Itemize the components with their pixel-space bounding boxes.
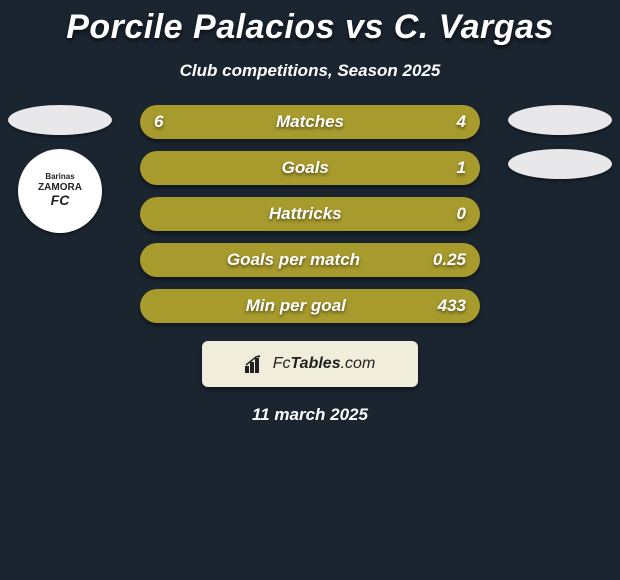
right-player-column — [508, 105, 612, 179]
brand-attribution[interactable]: Fc Tables .com — [202, 341, 418, 387]
stat-row: Hattricks 0 — [140, 197, 480, 231]
badge-text-line: FC — [38, 193, 82, 208]
stat-label: Hattricks — [269, 204, 342, 224]
right-player-avatar-ellipse — [508, 105, 612, 135]
stat-row: Goals 1 — [140, 151, 480, 185]
stat-label: Min per goal — [246, 296, 346, 316]
left-player-avatar-ellipse — [8, 105, 112, 135]
brand-suffix: .com — [341, 355, 376, 373]
brand-mid: Tables — [291, 355, 341, 373]
bar-chart-icon — [245, 355, 267, 373]
badge-text-line: Barinas — [38, 173, 82, 182]
stat-right-value: 1 — [457, 158, 466, 178]
subtitle: Club competitions, Season 2025 — [0, 61, 620, 81]
stat-row: 6 Matches 4 — [140, 105, 480, 139]
brand-prefix: Fc — [273, 355, 291, 373]
stat-label: Goals — [282, 158, 329, 178]
brand-text: Fc Tables .com — [273, 355, 376, 373]
content-area: Barinas ZAMORA FC 6 Matches 4 Goals 1 — [0, 105, 620, 425]
left-player-column: Barinas ZAMORA FC — [8, 105, 112, 233]
left-team-badge: Barinas ZAMORA FC — [18, 149, 102, 233]
stat-left-value: 6 — [154, 112, 163, 132]
stat-right-value: 0 — [457, 204, 466, 224]
stat-right-value: 4 — [457, 112, 466, 132]
page-title: Porcile Palacios vs C. Vargas — [0, 0, 620, 47]
stat-right-value: 0.25 — [433, 250, 466, 270]
comparison-card: Porcile Palacios vs C. Vargas Club compe… — [0, 0, 620, 580]
generation-date: 11 march 2025 — [0, 405, 620, 425]
stat-label: Matches — [276, 112, 344, 132]
stat-bars: 6 Matches 4 Goals 1 Hattricks 0 Goals pe… — [140, 105, 480, 323]
stat-row: Goals per match 0.25 — [140, 243, 480, 277]
stat-right-value: 433 — [438, 296, 466, 316]
right-team-badge-ellipse — [508, 149, 612, 179]
stat-label: Goals per match — [227, 250, 360, 270]
stat-row: Min per goal 433 — [140, 289, 480, 323]
